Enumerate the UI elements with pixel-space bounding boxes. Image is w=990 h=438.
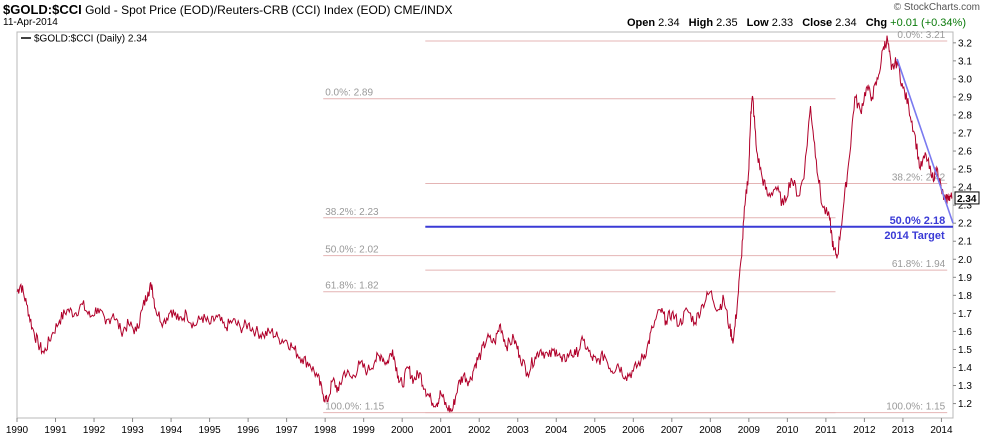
close-value: 2.34 (835, 17, 857, 29)
x-tick-label-16: 2006 (622, 425, 645, 436)
ratio-line (16, 35, 953, 413)
x-tick-label-21: 2011 (815, 425, 837, 436)
y-tick-label-7: 1.9 (958, 273, 972, 284)
low-label: Low (746, 17, 769, 29)
plot-frame (16, 31, 954, 419)
y-tick-label-3: 1.5 (958, 345, 972, 356)
x-tick-label-2: 1992 (83, 425, 106, 436)
y-tick-label-17: 2.9 (958, 92, 972, 103)
x-tick-label-12: 2002 (468, 425, 491, 436)
x-tick-label-19: 2009 (738, 425, 761, 436)
fib-label-4: 100.0%: 1.15 (325, 402, 384, 413)
x-tick-label-1: 1991 (44, 425, 67, 436)
fib-label-7: 50.0% 2.18 (890, 215, 946, 227)
chart-title: $GOLD:$CCI Gold - Spot Price (EOD)/Reute… (3, 2, 453, 17)
legend-label: $GOLD:$CCI (Daily) 2.34 (34, 34, 148, 45)
y-tick-label-13: 2.5 (958, 165, 972, 176)
low-value: 2.33 (771, 17, 794, 29)
y-tick-label-11: 2.3 (958, 201, 972, 212)
high-value: 2.35 (716, 17, 738, 29)
axes: 1.21.31.41.51.61.71.81.92.02.12.22.32.42… (6, 38, 980, 436)
y-tick-label-6: 1.8 (958, 291, 972, 302)
exchange: CME/INDX (393, 3, 453, 17)
chg-label: Chg (865, 17, 888, 29)
fib-label-8: 61.8%: 1.94 (892, 259, 946, 270)
x-tick-label-15: 2005 (584, 425, 607, 436)
chg-value: +0.01 (+0.34%) (890, 17, 966, 29)
x-tick-label-10: 2000 (391, 425, 414, 436)
fib-label-0: 0.0%: 2.89 (325, 88, 373, 99)
x-tick-label-17: 2007 (661, 425, 684, 436)
last-value-box (954, 191, 980, 205)
ratio-series (16, 35, 953, 413)
x-tick-label-5: 1995 (198, 425, 221, 436)
fib-label-2: 50.0%: 2.02 (325, 245, 379, 256)
fibonacci-levels: 0.0%: 2.89 38.2%: 2.23 50.0%: 2.02 61.8%: 1… (323, 30, 948, 414)
fib-label-5: 0.0%: 3.21 (897, 30, 945, 41)
y-tick-label-15: 2.7 (958, 129, 972, 140)
open-label: Open (626, 17, 656, 29)
close-label: Close (802, 17, 833, 29)
last-value-label: 2.34 (957, 194, 977, 205)
legend: $GOLD:$CCI (Daily) 2.34 (21, 34, 148, 45)
target-label: 2014 Target (884, 230, 945, 242)
x-tick-label-8: 1998 (314, 425, 337, 436)
symbol-description: Gold - Spot Price (EOD)/Reuters-CRB (CCI… (85, 3, 391, 17)
x-tick-label-4: 1994 (160, 425, 183, 436)
y-tick-label-12: 2.4 (958, 183, 972, 194)
chart-date: 11-Apr-2014 (3, 17, 58, 28)
x-tick-label-0: 1990 (6, 425, 29, 436)
ohlc-summary: Open 2.34 High 2.35 Low 2.33 Close 2.34 … (627, 17, 966, 29)
plot-border (16, 31, 954, 419)
y-tick-label-4: 1.6 (958, 327, 972, 338)
fib-label-6: 38.2%: 2.42 (892, 173, 946, 184)
symbol: $GOLD:$CCI (3, 2, 82, 17)
x-tick-label-9: 1999 (353, 425, 376, 436)
y-tick-label-9: 2.1 (958, 237, 972, 248)
x-tick-label-13: 2003 (507, 425, 530, 436)
fib-label-3: 61.8%: 1.82 (325, 281, 379, 292)
high-label: High (688, 17, 714, 29)
y-tick-label-5: 1.7 (958, 309, 972, 320)
x-tick-label-22: 2012 (853, 425, 876, 436)
fib-label-9: 100.0%: 1.15 (886, 402, 945, 413)
annotation-lines: 2014 Target (425, 58, 954, 242)
x-tick-label-11: 2001 (430, 425, 453, 436)
x-tick-label-14: 2004 (545, 425, 568, 436)
downtrend-line (896, 58, 954, 224)
y-tick-label-19: 3.1 (958, 56, 972, 67)
y-tick-label-0: 1.2 (958, 399, 972, 410)
x-tick-label-3: 1993 (121, 425, 144, 436)
x-tick-label-18: 2008 (699, 425, 722, 436)
y-tick-label-16: 2.8 (958, 110, 972, 121)
brand-watermark: © StockCharts.com (893, 2, 980, 13)
fib-label-1: 38.2%: 2.23 (325, 207, 379, 218)
y-tick-label-14: 2.6 (958, 147, 972, 158)
x-tick-label-23: 2013 (892, 425, 915, 436)
x-tick-label-7: 1997 (276, 425, 299, 436)
y-tick-label-18: 3.0 (958, 74, 972, 85)
x-tick-label-6: 1996 (237, 425, 260, 436)
x-tick-label-24: 2014 (930, 425, 953, 436)
chart-header: $GOLD:$CCI Gold - Spot Price (EOD)/Reute… (0, 0, 990, 38)
y-tick-label-10: 2.2 (958, 219, 972, 230)
open-value: 2.34 (658, 17, 680, 29)
y-tick-label-1: 1.3 (958, 381, 972, 392)
x-tick-label-20: 2010 (776, 425, 799, 436)
y-tick-label-2: 1.4 (958, 363, 972, 374)
y-tick-label-8: 2.0 (958, 255, 972, 266)
y-tick-label-20: 3.2 (958, 38, 972, 49)
